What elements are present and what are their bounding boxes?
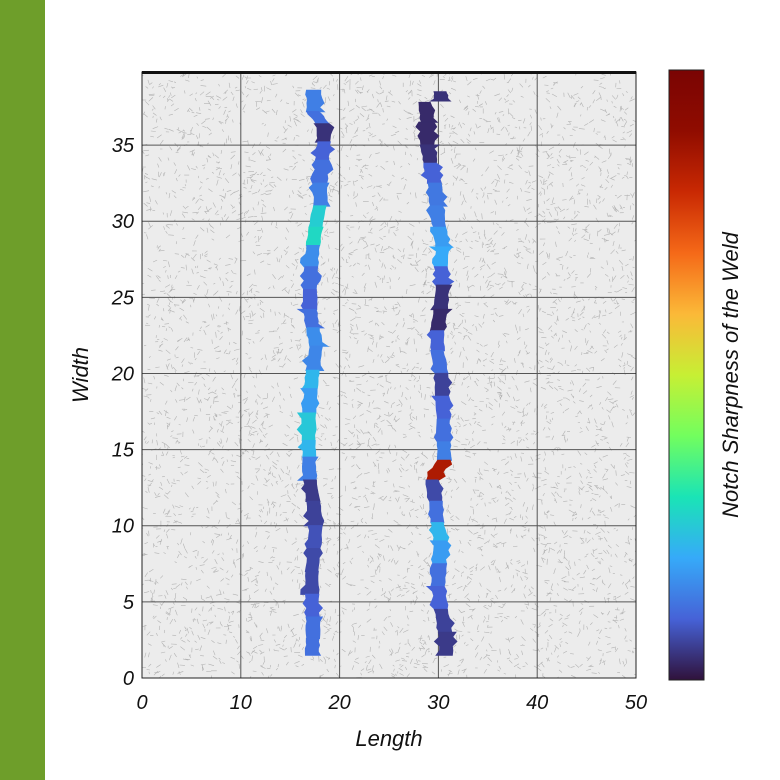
colorbar	[668, 69, 705, 681]
weld-segment	[428, 522, 450, 542]
y-tick-label: 0	[123, 668, 134, 690]
y-tick-label: 25	[111, 287, 135, 309]
weld-weld-2	[415, 101, 458, 656]
weld-segment	[300, 388, 320, 414]
x-tick-label: 20	[327, 692, 350, 714]
axis-ticks: 0 10 20 30 40 50 0 5 10 15 20 25 30 35	[111, 135, 647, 714]
y-tick-label: 15	[112, 440, 135, 462]
x-tick-label: 0	[136, 692, 147, 714]
y-tick-label: 10	[112, 516, 134, 538]
weld-segment	[428, 500, 445, 524]
weld-segment	[296, 308, 325, 329]
weld-segment	[306, 327, 330, 347]
mesh-edges	[142, 72, 636, 678]
weld-segment	[305, 89, 326, 113]
x-tick-label: 30	[427, 692, 449, 714]
weld-segment	[418, 101, 439, 123]
x-axis-label: Length	[355, 726, 422, 751]
weld-series	[296, 89, 458, 656]
x-tick-label: 40	[526, 692, 548, 714]
weld-segment	[425, 182, 448, 207]
mesh-background	[142, 72, 636, 678]
colorbar-label: Notch Sharpness of the Weld	[718, 231, 743, 518]
weld-segment	[429, 563, 448, 588]
weld-segment	[429, 91, 452, 102]
weld-segment	[304, 637, 322, 656]
weld-segment	[436, 441, 453, 461]
weld-segment	[302, 345, 325, 371]
y-axis-label: Width	[68, 347, 93, 403]
y-tick-label: 35	[112, 135, 135, 157]
weld-weld-1	[296, 89, 336, 656]
x-tick-label: 10	[230, 692, 252, 714]
y-tick-label: 20	[111, 363, 134, 385]
weld-segment	[305, 226, 324, 247]
green-sidebar-band	[0, 0, 45, 780]
weld-weld-2-fragment	[429, 91, 452, 102]
weld-segment	[305, 616, 324, 640]
y-tick-label: 5	[123, 592, 135, 614]
weld-segment	[300, 289, 318, 311]
weld-segment	[426, 330, 445, 352]
plot-area	[142, 72, 636, 678]
weld-segment	[419, 144, 441, 164]
y-tick-label: 30	[112, 211, 134, 233]
weld-segment	[433, 631, 458, 656]
x-tick-label: 50	[625, 692, 647, 714]
weld-segment	[308, 182, 331, 207]
